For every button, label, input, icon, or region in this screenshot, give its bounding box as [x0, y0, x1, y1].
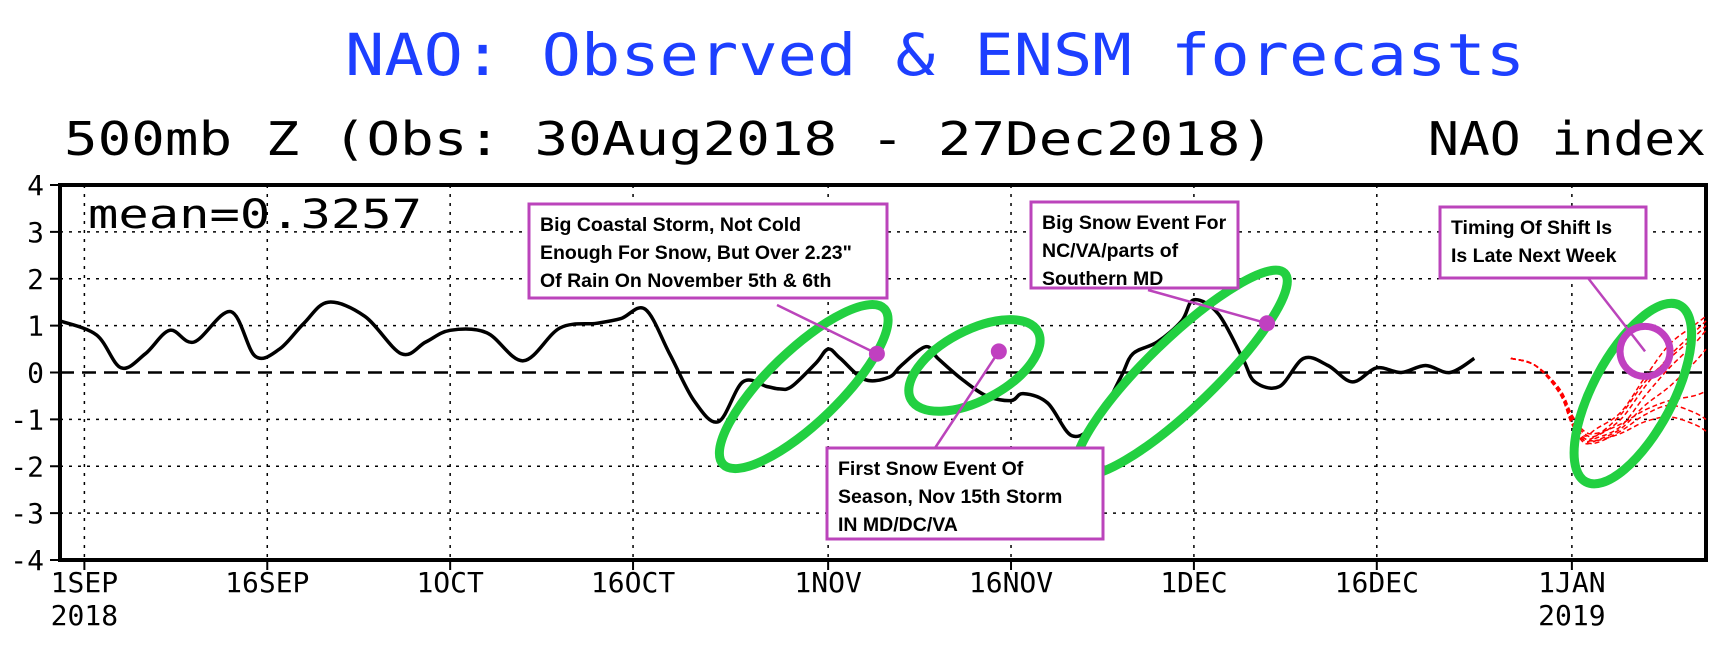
chart-title: NAO: Observed & ENSM forecasts — [345, 21, 1525, 89]
highlight-ellipse — [714, 300, 893, 474]
x-tick-label: 16OCT — [591, 566, 675, 599]
annotation-box — [1029, 200, 1240, 290]
annotation-text: Of Rain On November 5th & 6th — [540, 270, 831, 292]
annotation-box — [1438, 205, 1648, 280]
x-tick-label: 16SEP — [225, 566, 309, 599]
chart-subtitle: 500mb Z (Obs: 30Aug2018 - 27Dec2018) — [64, 112, 1274, 166]
annotation-text: Southern MD — [1042, 268, 1163, 290]
chart-gridlines — [60, 185, 1706, 560]
event-marker — [868, 345, 885, 362]
x-tick-label: 1DEC — [1160, 566, 1227, 599]
annotation-text: IN MD/DC/VA — [838, 514, 958, 536]
annotation-text: Big Snow Event For — [1042, 212, 1227, 234]
callout-leader-line — [933, 350, 1000, 449]
highlight-ellipse — [904, 315, 1045, 416]
forecast-member-line — [1510, 357, 1707, 445]
y-tick-label: 2 — [27, 263, 44, 296]
shift-timing-ring — [1616, 322, 1674, 380]
annotation-text: First Snow Event Of — [838, 458, 1024, 480]
highlight-ellipse — [1569, 298, 1697, 489]
index-label: NAO index — [1428, 112, 1706, 166]
annotation-text: Enough For Snow, But Over 2.23" — [540, 242, 852, 264]
y-tick-label: 1 — [27, 310, 44, 343]
x-tick-label: 1SEP — [51, 566, 118, 599]
x-tick-label: 1OCT — [416, 566, 484, 599]
mean-label: mean=0.3257 — [88, 192, 422, 238]
forecast-member-line — [1510, 325, 1707, 441]
annotation-text: Season, Nov 15th Storm — [838, 486, 1062, 508]
annotation-text: NC/VA/parts of — [1042, 240, 1179, 262]
x-tick-sublabel: 2019 — [1538, 599, 1605, 632]
x-tick-sublabel: 2018 — [51, 599, 118, 632]
annotation-box — [527, 202, 889, 300]
annotation-callout: Timing Of Shift Is Is Late Next Week — [1438, 205, 1648, 280]
y-tick-label: -2 — [10, 450, 44, 483]
annotation-callout: First Snow Event Of Season, Nov 15th Stor… — [825, 446, 1105, 541]
y-tick-label: 4 — [27, 169, 44, 202]
y-tick-label: -1 — [10, 403, 44, 436]
annotation-callout: Big Snow Event For NC/VA/parts of Southern… — [1029, 200, 1240, 290]
chart-annotations: Big Coastal Storm, Not Cold Enough For Sn… — [527, 200, 1674, 541]
y-tick-label: -3 — [10, 497, 44, 530]
event-marker — [990, 343, 1007, 360]
x-tick-label: 1NOV — [794, 566, 862, 599]
annotation-text: Is Late Next Week — [1451, 245, 1617, 267]
annotation-text: Big Coastal Storm, Not Cold — [540, 214, 801, 236]
annotation-text: Timing Of Shift Is — [1451, 217, 1612, 239]
x-tick-label: 1JAN — [1538, 566, 1605, 599]
annotation-box — [825, 446, 1105, 541]
event-marker — [1259, 315, 1276, 332]
y-tick-label: -4 — [10, 544, 44, 577]
annotation-callout: Big Coastal Storm, Not Cold Enough For Sn… — [527, 202, 889, 300]
plot-frame — [58, 183, 1708, 562]
callout-leader-line — [776, 303, 878, 355]
x-tick-label: 16DEC — [1335, 566, 1419, 599]
callout-leader-line — [1147, 288, 1268, 325]
y-tick-label: 0 — [27, 357, 44, 390]
x-tick-label: 16NOV — [969, 566, 1053, 599]
chart-highlights — [714, 265, 1697, 489]
callout-leader-line — [1587, 277, 1647, 353]
y-tick-label: 3 — [27, 216, 44, 249]
